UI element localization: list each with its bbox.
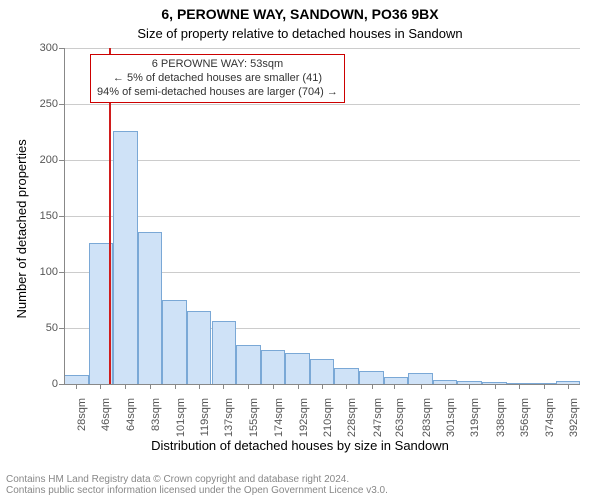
annotation-box: 6 PEROWNE WAY: 53sqm← 5% of detached hou… bbox=[90, 54, 345, 103]
chart-subtitle: Size of property relative to detached ho… bbox=[0, 26, 600, 41]
y-tick-label: 100 bbox=[28, 266, 58, 278]
chart-title: 6, PEROWNE WAY, SANDOWN, PO36 9BX bbox=[0, 6, 600, 22]
gridline bbox=[64, 160, 580, 161]
y-tick-label: 200 bbox=[28, 154, 58, 166]
y-tick-label: 250 bbox=[28, 98, 58, 110]
gridline bbox=[64, 104, 580, 105]
histogram-bar bbox=[384, 377, 409, 384]
histogram-bar bbox=[138, 232, 163, 384]
histogram-bar bbox=[187, 311, 212, 384]
footer-credits: Contains HM Land Registry data © Crown c… bbox=[6, 474, 388, 496]
histogram-bar bbox=[408, 373, 433, 384]
histogram-bar bbox=[162, 300, 187, 384]
histogram-bar bbox=[236, 345, 261, 384]
y-axis-label: Number of detached properties bbox=[14, 139, 29, 318]
y-tick-label: 150 bbox=[28, 210, 58, 222]
histogram-bar bbox=[359, 371, 384, 384]
y-tick-label: 50 bbox=[28, 322, 58, 334]
y-tick-label: 0 bbox=[28, 378, 58, 390]
histogram-bar bbox=[212, 321, 237, 384]
histogram-bar bbox=[113, 131, 138, 384]
histogram-bar bbox=[285, 353, 310, 384]
histogram-bar bbox=[64, 375, 89, 384]
gridline bbox=[64, 48, 580, 49]
x-axis-label: Distribution of detached houses by size … bbox=[0, 438, 600, 453]
histogram-bar bbox=[310, 359, 335, 384]
histogram-bar bbox=[334, 368, 359, 384]
y-tick-label: 300 bbox=[28, 42, 58, 54]
chart-container: 6, PEROWNE WAY, SANDOWN, PO36 9BX Size o… bbox=[0, 0, 600, 500]
gridline bbox=[64, 216, 580, 217]
histogram-bar bbox=[261, 350, 286, 384]
